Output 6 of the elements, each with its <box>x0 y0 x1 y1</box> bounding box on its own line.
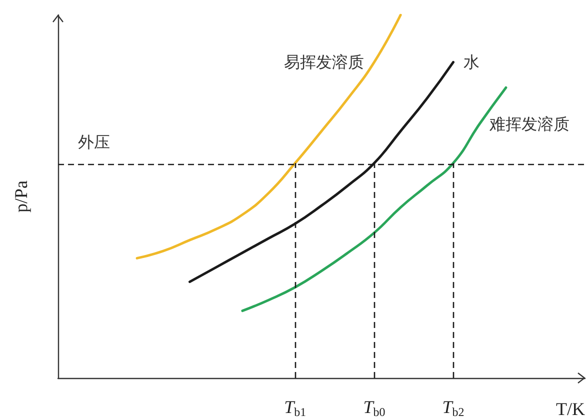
ref-line-label: 外压 <box>78 132 110 152</box>
series-label: 难挥发溶质 <box>488 114 570 134</box>
y-axis-title: p/Pa <box>11 180 31 213</box>
series-label: 易挥发溶质 <box>284 52 364 72</box>
series-label: 水 <box>463 52 480 72</box>
x-axis-title: T/K <box>556 399 585 418</box>
